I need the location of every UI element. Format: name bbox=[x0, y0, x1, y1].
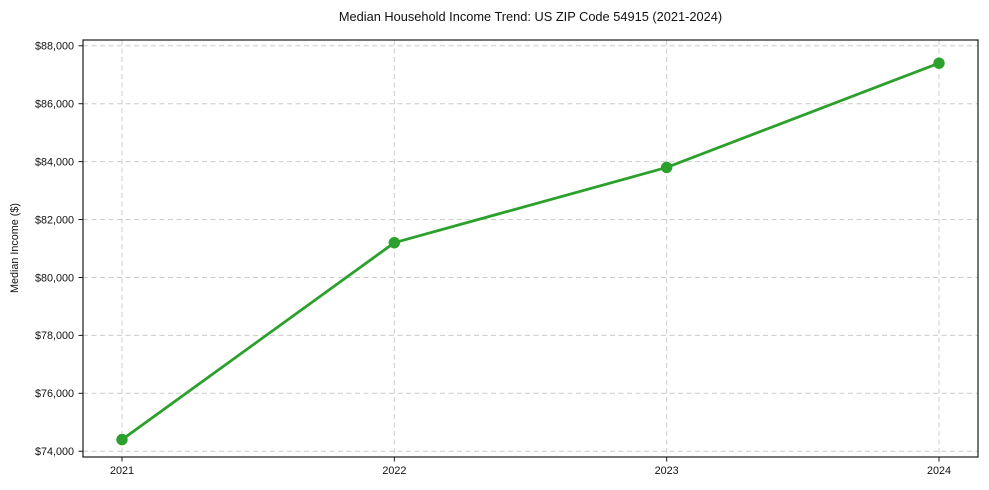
y-tick-label: $88,000 bbox=[35, 41, 74, 53]
x-tick-label: 2021 bbox=[110, 465, 134, 477]
data-point-marker bbox=[388, 237, 401, 249]
income-trend-line bbox=[120, 61, 941, 442]
data-point-marker bbox=[660, 161, 673, 174]
data-point-marker bbox=[933, 57, 945, 69]
y-tick-label: $80,000 bbox=[35, 272, 74, 284]
x-tick-label: 2024 bbox=[927, 465, 951, 477]
plot-border bbox=[82, 39, 979, 458]
data-point-marker bbox=[116, 433, 128, 446]
y-tick-label: $78,000 bbox=[35, 330, 74, 342]
x-tick-label: 2022 bbox=[382, 465, 406, 477]
y-tick-label: $84,000 bbox=[35, 156, 74, 168]
y-tick-label: $76,000 bbox=[35, 388, 74, 400]
x-tick-label: 2023 bbox=[655, 465, 679, 477]
y-tick-label: $74,000 bbox=[35, 446, 74, 458]
y-tick-label: $82,000 bbox=[35, 214, 74, 226]
chart-title: Median Household Income Trend: US ZIP Co… bbox=[338, 9, 723, 24]
y-tick-label: $86,000 bbox=[35, 99, 74, 111]
